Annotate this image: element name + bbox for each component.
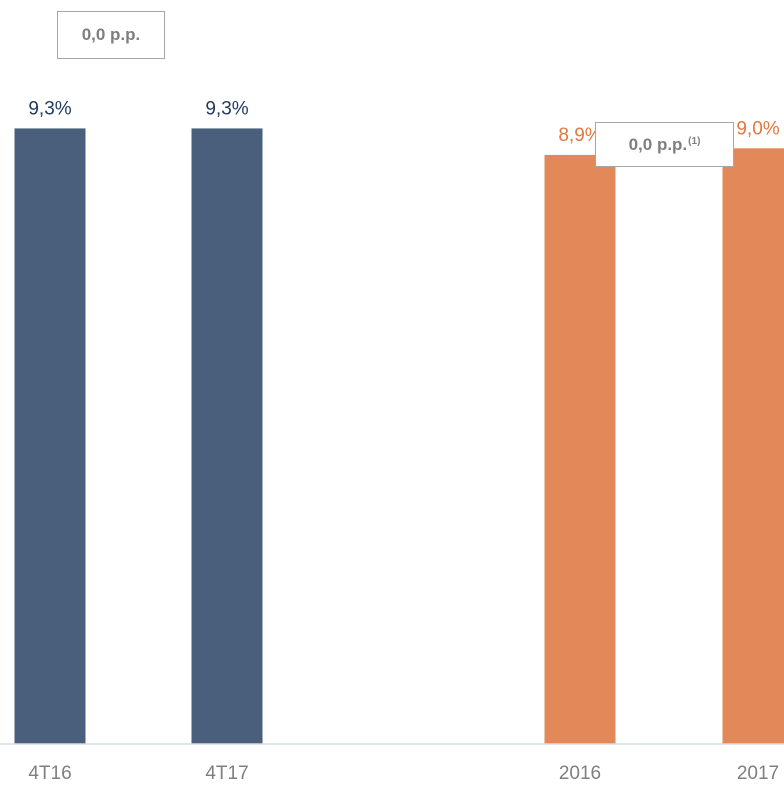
annual-change-box: 0,0 p.p. (1) (595, 122, 734, 167)
x-tick-label-2016: 2016 (559, 763, 601, 784)
bar-2017 (722, 148, 784, 745)
bar-4t17 (191, 128, 263, 744)
annual-change-text: 0,0 p.p. (628, 134, 688, 154)
x-tick-labels-group: 4T16 4T17 2016 2017 (28, 763, 779, 784)
value-label-4t17: 9,3% (205, 98, 248, 119)
value-label-2016: 8,9% (558, 125, 601, 146)
value-labels-group: 9,3% 9,3% 8,9% 9,0% (28, 98, 779, 145)
quarter-change-text: 0,0 p.p. (81, 25, 141, 44)
bar-2016 (544, 154, 616, 744)
value-label-4t16: 9,3% (28, 98, 71, 119)
quarter-change-box: 0,0 p.p. (57, 11, 165, 59)
x-tick-label-4t16: 4T16 (28, 763, 71, 784)
value-label-2017: 9,0% (736, 118, 779, 139)
x-tick-label-4t17: 4T17 (205, 763, 248, 784)
bars-group (14, 128, 784, 745)
x-tick-label-2017: 2017 (737, 763, 779, 784)
bar-4t16 (14, 128, 86, 744)
annual-change-footnote: (1) (688, 136, 701, 147)
